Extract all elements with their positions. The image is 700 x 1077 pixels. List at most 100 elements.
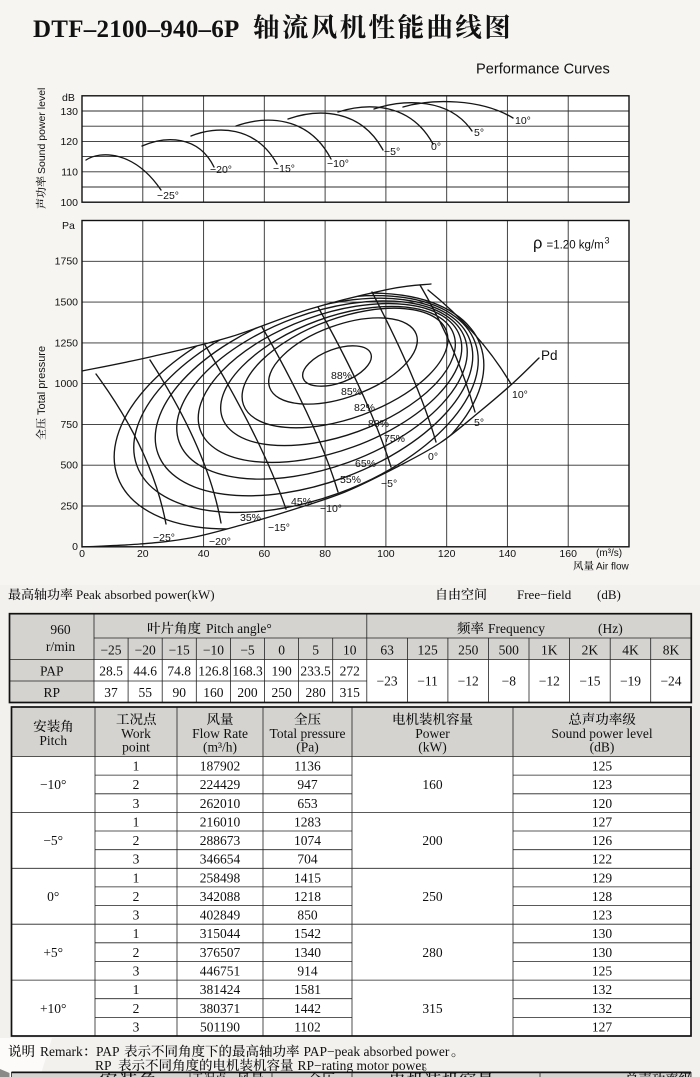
svg-text:2: 2 [133, 889, 140, 904]
svg-text:250: 250 [60, 500, 78, 512]
svg-text:5: 5 [312, 643, 319, 658]
svg-text:60: 60 [258, 548, 270, 560]
svg-text:10°: 10° [512, 389, 528, 401]
svg-text:−15°: −15° [268, 522, 290, 534]
svg-text:125: 125 [592, 759, 613, 774]
svg-text:402849: 402849 [200, 908, 241, 923]
svg-text:−20: −20 [135, 643, 156, 658]
svg-text:point: point [122, 740, 150, 755]
svg-text:3: 3 [133, 852, 140, 867]
svg-text:dB: dB [62, 92, 75, 104]
svg-text:280: 280 [305, 685, 326, 700]
svg-text:−24: −24 [660, 674, 681, 689]
svg-text:1000: 1000 [55, 378, 79, 390]
svg-text:288673: 288673 [200, 833, 241, 848]
svg-text:342088: 342088 [200, 889, 241, 904]
svg-text:446751: 446751 [200, 964, 241, 979]
svg-text:160: 160 [559, 548, 577, 560]
svg-text:55%: 55% [340, 474, 361, 486]
svg-text:Total pressure: Total pressure [270, 726, 346, 741]
svg-text:1136: 1136 [294, 759, 321, 774]
svg-text:123: 123 [592, 777, 613, 792]
svg-text:Free−field: Free−field [517, 587, 572, 602]
svg-text:Flow Rate: Flow Rate [192, 726, 248, 741]
svg-text:130: 130 [592, 945, 613, 960]
svg-text:40: 40 [198, 548, 210, 560]
svg-text:501190: 501190 [200, 1019, 240, 1034]
svg-text:(dB): (dB) [597, 587, 621, 602]
svg-text:+5°: +5° [43, 945, 63, 960]
svg-text:120: 120 [438, 548, 456, 560]
svg-text:(m³/h): (m³/h) [203, 740, 237, 755]
svg-text:128: 128 [592, 889, 613, 904]
svg-text:1581: 1581 [294, 982, 321, 997]
svg-text:100: 100 [377, 548, 395, 560]
svg-text:125: 125 [417, 643, 438, 658]
svg-text:280: 280 [422, 945, 443, 960]
svg-text:187902: 187902 [200, 759, 241, 774]
svg-text:−5: −5 [240, 643, 255, 658]
svg-text:100: 100 [60, 197, 78, 209]
svg-text:65%: 65% [355, 458, 376, 470]
svg-text:380371: 380371 [200, 1001, 241, 1016]
svg-text:63: 63 [380, 643, 394, 658]
svg-text:1542: 1542 [294, 926, 321, 941]
svg-text:127: 127 [592, 1019, 613, 1034]
svg-text:120: 120 [592, 796, 613, 811]
svg-text:1102: 1102 [294, 1019, 321, 1034]
svg-text:850: 850 [297, 908, 318, 923]
svg-text:127: 127 [592, 814, 613, 829]
svg-text:2: 2 [133, 777, 140, 792]
svg-text:947: 947 [297, 777, 318, 792]
svg-text:Power: Power [415, 726, 450, 741]
svg-text:Pitch: Pitch [39, 733, 67, 748]
svg-text:500: 500 [60, 460, 78, 472]
svg-text:3: 3 [605, 236, 610, 246]
svg-text:2: 2 [133, 945, 140, 960]
svg-text:−25°: −25° [157, 190, 179, 202]
svg-text:125: 125 [592, 964, 613, 979]
svg-text:ρ: ρ [533, 235, 542, 253]
svg-text:82%: 82% [354, 402, 375, 414]
svg-text:110: 110 [61, 167, 78, 179]
svg-text:Pa: Pa [62, 220, 75, 232]
svg-text:0: 0 [72, 541, 78, 553]
svg-text:130: 130 [60, 106, 78, 118]
svg-text:−5°: −5° [384, 146, 400, 158]
svg-text:5°: 5° [474, 127, 484, 139]
svg-text:−15°: −15° [273, 163, 295, 175]
svg-text:−5°: −5° [381, 478, 397, 490]
svg-text:r/min: r/min [46, 639, 75, 654]
svg-text:123: 123 [592, 908, 613, 923]
svg-text:−19: −19 [620, 674, 641, 689]
svg-text:PAP−peak absorbed power: PAP−peak absorbed power [304, 1044, 450, 1059]
svg-text:37: 37 [104, 685, 118, 700]
svg-text:3: 3 [133, 1019, 140, 1034]
svg-text:Sound power level: Sound power level [36, 88, 48, 174]
svg-text:315044: 315044 [200, 926, 241, 941]
svg-text:+10°: +10° [40, 1001, 67, 1016]
svg-text:1250: 1250 [55, 337, 79, 349]
svg-text:−23: −23 [377, 674, 398, 689]
svg-text:1500: 1500 [55, 297, 79, 309]
svg-text:Sound power level: Sound power level [551, 726, 652, 741]
svg-text:−5°: −5° [43, 833, 63, 848]
svg-text:10: 10 [343, 643, 357, 658]
svg-text:8K: 8K [663, 643, 680, 658]
svg-text:132: 132 [592, 982, 612, 997]
svg-text:−20°: −20° [210, 164, 232, 176]
svg-text:126.8: 126.8 [198, 664, 229, 679]
svg-text:1: 1 [133, 759, 140, 774]
svg-text:45%: 45% [291, 496, 312, 508]
svg-text:3: 3 [133, 964, 140, 979]
svg-text:190: 190 [271, 664, 292, 679]
svg-text:160: 160 [422, 777, 443, 792]
svg-text:(dB): (dB) [590, 740, 615, 755]
svg-text:750: 750 [60, 419, 78, 431]
svg-text:1442: 1442 [294, 1001, 321, 1016]
svg-text:−12: −12 [539, 674, 560, 689]
svg-text:129: 129 [592, 870, 613, 885]
svg-text:1340: 1340 [294, 945, 321, 960]
svg-text:1: 1 [133, 870, 140, 885]
svg-text:233.5: 233.5 [300, 664, 331, 679]
